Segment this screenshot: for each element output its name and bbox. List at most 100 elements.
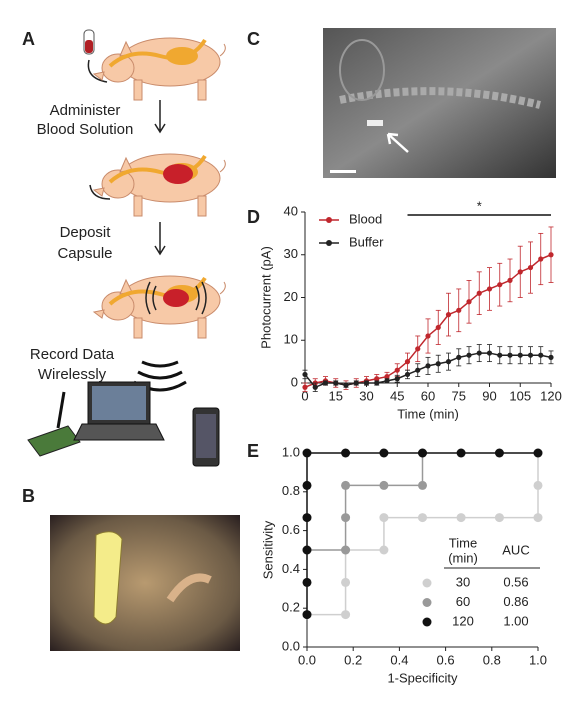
data-point — [379, 480, 389, 490]
step-label: Record Data — [30, 346, 115, 363]
data-point — [415, 367, 421, 373]
data-point — [456, 307, 462, 313]
auc-value: 1.00 — [503, 613, 528, 628]
data-point — [435, 324, 441, 331]
x-tick-label: 120 — [540, 388, 562, 403]
x-tick-label: 45 — [390, 388, 404, 403]
data-point — [435, 361, 441, 367]
step-label: Capsule — [57, 245, 112, 262]
data-point — [456, 513, 466, 523]
y-axis-label: Sensitivity — [260, 520, 275, 579]
legend-title: (min) — [448, 550, 478, 565]
x-tick-label: 1.0 — [529, 652, 547, 667]
legend-label: 60 — [456, 594, 470, 609]
series-line — [306, 452, 538, 615]
data-point — [418, 448, 427, 458]
panel-label: A — [22, 29, 35, 49]
data-point — [302, 545, 312, 555]
pig — [92, 152, 228, 218]
data-point — [445, 359, 452, 365]
data-point — [394, 367, 400, 373]
circuit-board — [27, 425, 81, 457]
x-axis-label: 1-Specificity — [387, 670, 458, 685]
arrow — [87, 59, 108, 83]
x-tick-label: 15 — [329, 388, 343, 403]
data-point — [302, 577, 312, 587]
data-point — [476, 290, 482, 296]
laptop-base — [73, 423, 165, 441]
data-point — [415, 346, 421, 352]
data-point — [418, 513, 427, 523]
panel-label: C — [247, 29, 260, 49]
legend-marker — [422, 578, 432, 588]
data-point — [384, 378, 390, 384]
step-label: Blood Solution — [37, 121, 134, 138]
data-point — [418, 480, 427, 490]
data-point — [302, 480, 312, 490]
data-point — [548, 354, 554, 360]
data-point — [425, 363, 431, 369]
data-point — [379, 513, 389, 523]
data-point — [404, 359, 411, 365]
data-point — [302, 513, 312, 523]
auc-value: 0.86 — [503, 594, 528, 609]
auc-value: 0.56 — [503, 574, 528, 589]
panel-label: D — [247, 207, 260, 227]
data-point — [507, 352, 513, 358]
data-point — [538, 256, 544, 262]
step-label: Wirelessly — [38, 366, 107, 383]
antenna — [56, 391, 66, 429]
y-tick-label: 0.6 — [282, 522, 300, 537]
scale-bar — [330, 170, 356, 173]
capsule — [93, 531, 123, 625]
data-point — [302, 610, 312, 620]
y-tick-label: 1.0 — [282, 444, 300, 459]
data-point — [456, 354, 462, 360]
legend-marker — [326, 217, 332, 223]
x-tick-label: 0.6 — [437, 652, 455, 667]
arrow — [154, 222, 166, 256]
data-point — [374, 376, 380, 382]
legend-marker — [422, 617, 432, 627]
data-point — [466, 352, 472, 358]
series-line — [307, 453, 424, 551]
legend-title: AUC — [502, 542, 529, 557]
x-tick-label: 0.0 — [298, 652, 316, 667]
signal — [145, 281, 207, 315]
data-point — [341, 480, 351, 490]
data-point — [548, 252, 554, 258]
arrow — [386, 132, 409, 153]
x-tick-label: 75 — [452, 388, 466, 403]
legend-marker — [326, 240, 332, 246]
data-point — [517, 269, 523, 275]
step-label: Administer — [50, 102, 121, 119]
y-tick-label: 0.4 — [282, 561, 300, 576]
data-point — [379, 545, 389, 555]
legend-label: 30 — [456, 574, 470, 589]
data-point — [497, 352, 503, 358]
data-point — [394, 376, 400, 382]
y-tick-label: 20 — [284, 289, 298, 304]
data-point — [527, 264, 534, 271]
x-axis-label: Time (min) — [397, 406, 459, 421]
y-axis-label: Photocurrent (pA) — [258, 246, 273, 349]
data-point — [341, 513, 351, 523]
data-point — [343, 382, 349, 388]
data-point — [302, 448, 312, 458]
data-point — [374, 380, 380, 386]
data-point — [533, 480, 543, 490]
x-tick-label: 0 — [301, 388, 308, 403]
data-point — [533, 513, 543, 523]
data-point — [517, 352, 523, 358]
panel-label: B — [22, 486, 35, 506]
spine — [339, 87, 541, 109]
x-tick-label: 0.2 — [344, 652, 362, 667]
blood — [85, 40, 93, 53]
data-point — [341, 610, 351, 620]
xray-image — [323, 28, 556, 178]
data-point — [456, 448, 466, 458]
data-point — [527, 352, 534, 358]
data-point — [322, 380, 329, 386]
x-tick-label: 90 — [482, 388, 496, 403]
laptop-display — [92, 386, 146, 420]
